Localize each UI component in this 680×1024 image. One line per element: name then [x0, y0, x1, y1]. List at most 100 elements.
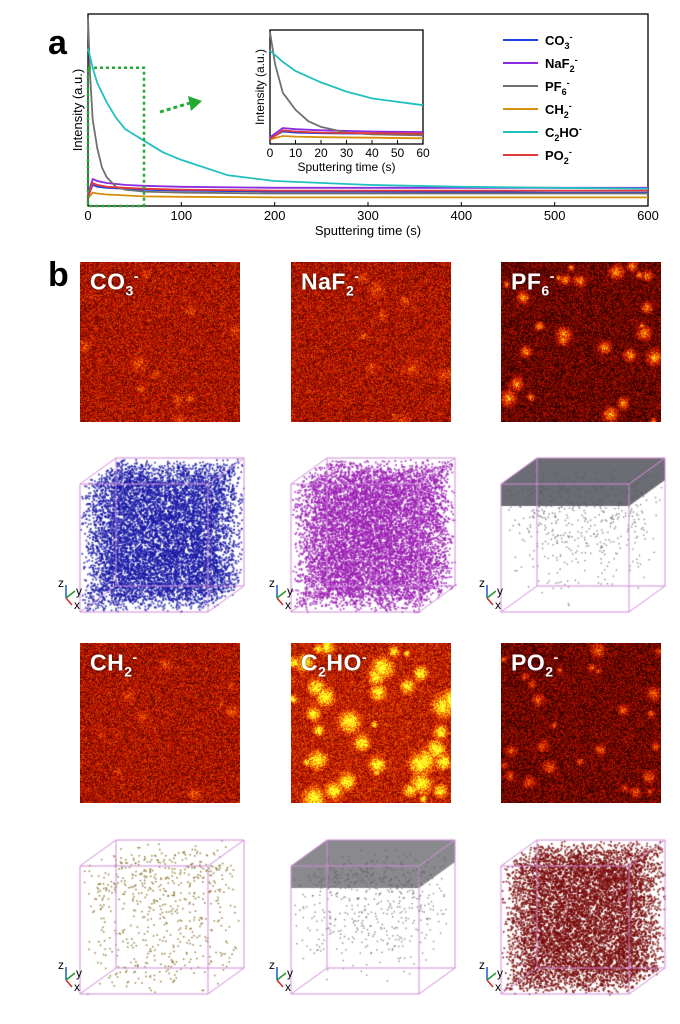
main-xtick-label: 500	[544, 208, 566, 223]
axis-y-arrow	[65, 972, 76, 981]
heatmap-canvas-CO3	[80, 262, 240, 422]
axis-y-arrow	[65, 590, 76, 599]
panel-b-letter: b	[48, 256, 69, 294]
axis-z-label: z	[269, 958, 275, 972]
main-series-PF6	[87, 17, 648, 195]
legend-label-NaF2: NaF2-	[545, 55, 578, 74]
inset-series-NaF2	[269, 127, 424, 138]
inset-xtick-label: 20	[314, 146, 328, 160]
cube-canvas-NaF2	[277, 444, 463, 614]
axis-x-label: x	[495, 598, 501, 612]
axis-x-label: x	[74, 598, 80, 612]
axis-triad-icon	[486, 967, 497, 988]
main-xtick-label: 100	[170, 208, 192, 223]
heatmap-PF6: PF6-	[501, 262, 661, 422]
cube-canvas-PF6	[487, 444, 673, 614]
axis-triad-icon	[276, 585, 287, 606]
heatmap-canvas-PF6	[501, 262, 661, 422]
heatmap-CH2: CH2-	[80, 643, 240, 803]
heatmap-canvas-C2HO	[291, 643, 451, 803]
inset-series-CH2	[269, 135, 424, 141]
axis-y-label: y	[497, 584, 503, 598]
inset-frame	[269, 29, 424, 145]
heatmap-label-CH2: CH2-	[90, 649, 138, 680]
cube-canvas-CH2	[66, 826, 252, 996]
axis-z-label: z	[479, 958, 485, 972]
main-xtick-label: 400	[450, 208, 472, 223]
axis-z-label: z	[58, 576, 64, 590]
axis-y-arrow	[486, 972, 497, 981]
inset-xtick-label: 60	[416, 146, 430, 160]
axis-x-arrow	[65, 979, 73, 988]
heatmap-label-PF6: PF6-	[511, 268, 555, 299]
axis-x-label: x	[285, 980, 291, 994]
main-xlabel: Sputtering time (s)	[315, 223, 421, 238]
zoom-arrow-line	[159, 101, 191, 114]
axis-z-label: z	[269, 576, 275, 590]
axis-triad-icon	[65, 585, 76, 606]
legend-label-PF6: PF6-	[545, 78, 570, 97]
main-xtick-label: 300	[357, 208, 379, 223]
axis-x-label: x	[74, 980, 80, 994]
main-series-PO2	[87, 181, 648, 199]
cube-canvas-CO3	[66, 444, 252, 614]
inset-xtick-label: 0	[267, 146, 274, 160]
legend-label-PO2: PO2-	[545, 147, 572, 166]
axis-triad-icon	[486, 585, 497, 606]
axis-x-arrow	[276, 597, 284, 606]
axis-x-label: x	[495, 980, 501, 994]
inset-xtick-label: 10	[289, 146, 303, 160]
axis-y-arrow	[486, 590, 497, 599]
main-series-CH2	[87, 191, 648, 199]
axis-x-arrow	[65, 597, 73, 606]
inset-xtick-label: 40	[365, 146, 379, 160]
legend-label-CO3: CO3-	[545, 32, 573, 51]
heatmap-label-NaF2: NaF2-	[301, 268, 360, 299]
heatmap-canvas-PO2	[501, 643, 661, 803]
axis-triad-icon	[276, 967, 287, 988]
main-xtick-label: 200	[264, 208, 286, 223]
main-xtick-label: 600	[637, 208, 659, 223]
heatmap-PO2: PO2-	[501, 643, 661, 803]
axis-y-label: y	[287, 584, 293, 598]
axis-triad-icon	[65, 967, 76, 988]
main-ylabel: Intensity (a.u.)	[70, 69, 85, 151]
inset-plot: 0 10 20 30 40 50 60 Sputtering time (s) Intensit…	[253, 29, 430, 174]
heatmap-canvas-NaF2	[291, 262, 451, 422]
inset-series-PO2	[269, 129, 424, 141]
inset-xlabel: Sputtering time (s)	[297, 160, 395, 174]
zoom-arrow-head	[188, 96, 202, 111]
legend-label-C2HO: C2HO-	[545, 124, 582, 143]
inset-series-C2HO	[269, 49, 424, 107]
inset-xtick-label: 30	[340, 146, 354, 160]
cube-canvas-PO2	[487, 826, 673, 996]
axis-z-label: z	[58, 958, 64, 972]
inset-series-PF6	[269, 32, 424, 137]
main-xtick-label: 0	[84, 208, 91, 223]
axis-y-label: y	[76, 584, 82, 598]
axis-y-label: y	[76, 966, 82, 980]
heatmap-NaF2: NaF2-	[291, 262, 451, 422]
main-series-C2HO	[87, 48, 649, 190]
legend-label-CH2: CH2-	[545, 101, 572, 120]
heatmap-CO3: CO3-	[80, 262, 240, 422]
heatmap-label-CO3: CO3-	[90, 268, 139, 299]
axis-x-arrow	[486, 597, 494, 606]
heatmap-canvas-CH2	[80, 643, 240, 803]
panel-a-letter: a	[48, 24, 67, 62]
zoom-box	[86, 66, 146, 208]
heatmap-label-PO2: PO2-	[511, 649, 559, 680]
axis-x-arrow	[276, 979, 284, 988]
heatmap-label-C2HO: C2HO-	[301, 649, 368, 680]
main-series-CO3	[87, 183, 648, 197]
